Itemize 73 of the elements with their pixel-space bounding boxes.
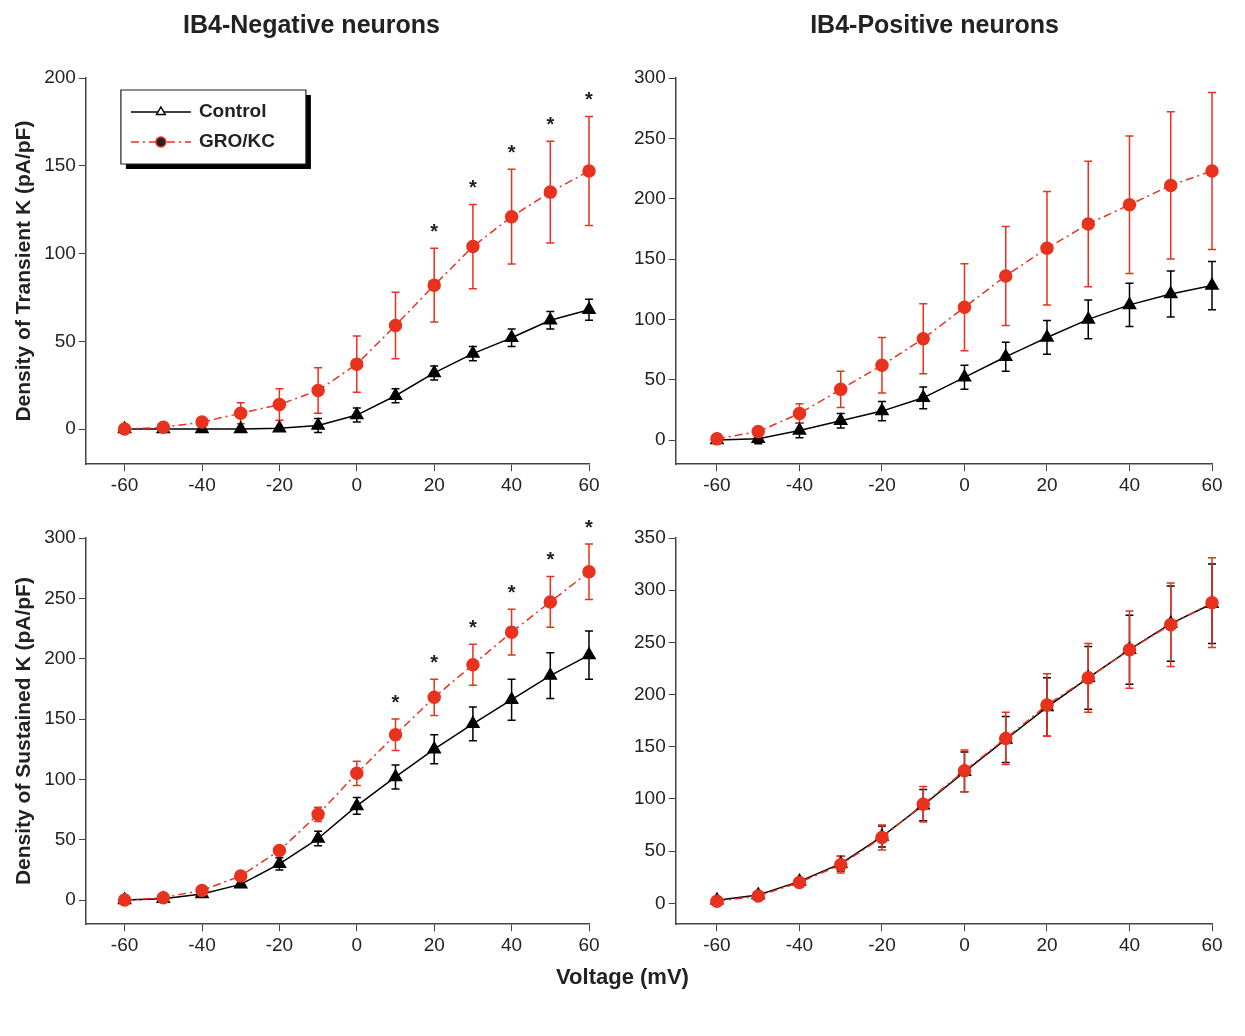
annotation: * xyxy=(430,650,439,673)
y-tick-label: 50 xyxy=(644,839,666,861)
y-tick-label: 300 xyxy=(634,578,666,600)
y-tick-label: 50 xyxy=(54,329,76,351)
y-tick-label: 0 xyxy=(655,428,666,450)
x-tick-label: 20 xyxy=(1036,473,1058,495)
x-tick-label: 0 xyxy=(351,473,363,495)
y-tick-label: 250 xyxy=(44,586,76,608)
x-tick-label: 40 xyxy=(501,933,523,955)
x-tick-label: 60 xyxy=(578,473,600,495)
y-tick-label: 100 xyxy=(634,787,666,809)
y-tick-label: 200 xyxy=(634,682,666,704)
x-tick-label: -60 xyxy=(110,933,139,955)
annotation: * xyxy=(391,690,400,713)
annotation: * xyxy=(546,548,555,571)
x-tick-label: -20 xyxy=(265,473,294,495)
y-tick-label: 250 xyxy=(634,126,666,148)
x-tick-label: 20 xyxy=(1036,933,1058,955)
x-tick-label: -60 xyxy=(110,473,139,495)
y-tick-label: 300 xyxy=(634,66,666,88)
x-tick-label: 0 xyxy=(351,933,363,955)
y-tick-label: 100 xyxy=(44,241,76,263)
legend-label: Control xyxy=(198,100,267,122)
y-tick-label: 150 xyxy=(634,247,666,269)
chart-title: IB4-Negative neurons xyxy=(182,9,441,40)
x-tick-label: 40 xyxy=(501,473,523,495)
x-tick-label: -60 xyxy=(703,933,731,955)
y-tick-label: 50 xyxy=(54,827,76,849)
y-tick-label: 0 xyxy=(65,417,76,439)
x-tick-label: -40 xyxy=(188,933,216,955)
y-tick-label: 200 xyxy=(44,646,76,668)
y-tick-label: 300 xyxy=(44,526,76,548)
y-tick-label: 100 xyxy=(634,307,666,329)
y-tick-label: 0 xyxy=(65,888,76,910)
x-tick-label: 0 xyxy=(959,933,970,955)
legend-label: GRO/KC xyxy=(198,130,276,152)
y-tick-label: 100 xyxy=(44,767,76,789)
x-tick-label: -20 xyxy=(868,473,896,495)
x-tick-label: -20 xyxy=(265,933,294,955)
annotation: * xyxy=(585,515,594,538)
x-tick-label: 60 xyxy=(1201,473,1223,495)
x-tick-label: 60 xyxy=(578,933,600,955)
y-tick-label: 150 xyxy=(634,734,666,756)
annotation: * xyxy=(469,615,477,638)
annotation: * xyxy=(469,175,477,198)
y-tick-label: 0 xyxy=(655,891,666,913)
y-tick-label: 250 xyxy=(634,630,666,652)
x-tick-label: 20 xyxy=(423,473,445,495)
y-tick-label: 50 xyxy=(644,367,666,389)
x-tick-label: -40 xyxy=(785,473,814,495)
annotation: * xyxy=(546,112,555,135)
annotation: * xyxy=(585,88,594,111)
y-tick-label: 150 xyxy=(44,707,76,729)
x-axis-title: Voltage (mV) xyxy=(555,964,690,990)
annotation: * xyxy=(507,580,516,603)
x-tick-label: 20 xyxy=(423,933,445,955)
x-tick-label: 60 xyxy=(1201,933,1223,955)
x-tick-label: -60 xyxy=(703,473,731,495)
y-tick-label: 200 xyxy=(634,186,666,208)
y-tick-label: 350 xyxy=(634,526,666,548)
y-tick-label: 150 xyxy=(44,154,76,176)
x-tick-label: -40 xyxy=(785,933,814,955)
y-axis-title: Density of Sustained K (pA/pF) xyxy=(11,577,35,886)
y-axis-title: Density of Transient K (pA/pF) xyxy=(11,120,35,422)
chart-title: IB4-Positive neurons xyxy=(809,9,1060,40)
y-tick-label: 200 xyxy=(44,66,76,88)
x-tick-label: 0 xyxy=(959,473,970,495)
annotation: * xyxy=(430,219,439,242)
annotation: * xyxy=(507,140,516,163)
x-tick-label: 40 xyxy=(1118,933,1141,955)
x-tick-label: -40 xyxy=(188,473,216,495)
x-tick-label: -20 xyxy=(868,933,896,955)
x-tick-label: 40 xyxy=(1118,473,1141,495)
